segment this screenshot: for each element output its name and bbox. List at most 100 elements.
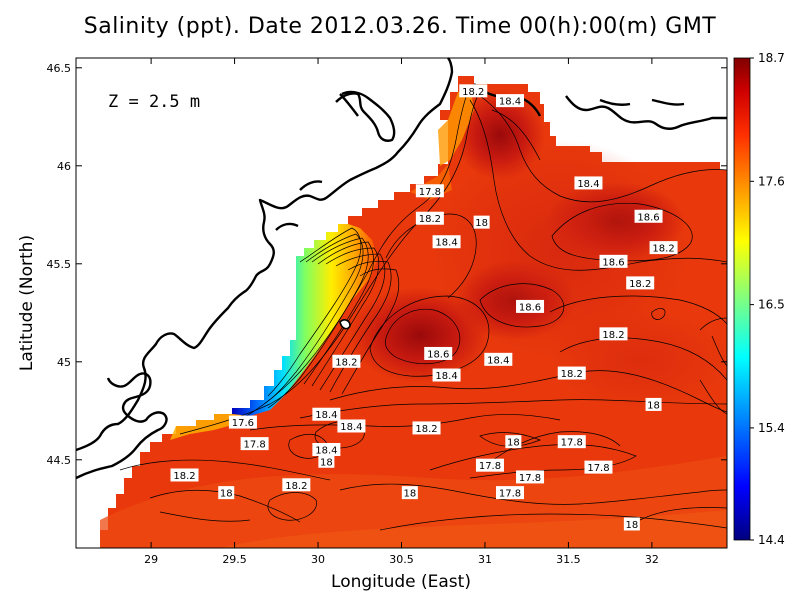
- contour-label-text: 18.2: [629, 279, 651, 290]
- contour-label-text: 18.4: [340, 422, 362, 433]
- river-plume: [232, 224, 378, 416]
- contour-label: 17.8: [557, 435, 586, 449]
- contour-label-text: 18.6: [602, 257, 624, 268]
- contour-label: 18.4: [496, 94, 524, 108]
- y-tick-label: 44.5: [47, 454, 72, 467]
- contour-label: 17.8: [475, 458, 504, 472]
- contour-label-text: 17.8: [419, 187, 441, 198]
- contour-lines: [119, 85, 727, 531]
- contour-label: 18.2: [459, 84, 488, 98]
- contour-label-text: 18.4: [487, 355, 509, 366]
- contour-label-background: [218, 486, 235, 500]
- contour-label-background: [415, 211, 444, 225]
- contour-label-background: [574, 176, 603, 190]
- contour-label-text: 17.8: [561, 438, 583, 449]
- contour-label: 18.2: [282, 478, 311, 492]
- salinity-field: [100, 76, 727, 548]
- contour-label-background: [557, 366, 586, 380]
- contour-label: 18.2: [412, 421, 441, 435]
- contour-label-text: 18.2: [561, 369, 583, 380]
- contour-label: 18.6: [634, 209, 663, 223]
- contour-label-text: 18.4: [315, 410, 337, 421]
- x-tick-label: 31: [478, 553, 492, 566]
- y-tick-label: 45: [57, 356, 71, 369]
- contour-label-text: 17.6: [232, 418, 254, 429]
- contour-label: 18.4: [574, 176, 603, 190]
- contour-label: 18: [401, 486, 418, 500]
- x-tick-label: 29: [144, 553, 158, 566]
- contour-label-background: [459, 84, 488, 98]
- contour-label-text: 17.8: [519, 473, 541, 484]
- contour-label-background: [432, 235, 461, 249]
- y-tick-label: 46: [57, 160, 71, 173]
- colorbar-tick-label: 17.6: [758, 174, 785, 188]
- y-axis-ticks: 44.5 45 45.5 46 46.5: [47, 62, 727, 467]
- contour-label-text: 18.4: [435, 238, 457, 249]
- contour-label: 18: [218, 486, 235, 500]
- contour-label: 18.4: [337, 419, 366, 433]
- contour-label-background: [557, 435, 586, 449]
- contour-label-background: [401, 486, 418, 500]
- contour-label-background: [282, 478, 311, 492]
- south-strip: [220, 510, 727, 548]
- contour-label: 18: [318, 454, 335, 468]
- contour-label-text: 18: [403, 489, 416, 500]
- contour-label-background: [599, 327, 628, 341]
- x-axis-label: Longitude (East): [331, 572, 471, 592]
- contour-label: 18: [505, 435, 522, 449]
- contour-label: 18.2: [626, 276, 655, 290]
- contour-label-text: 18.4: [499, 97, 521, 108]
- coastline: [75, 57, 727, 480]
- contour-label-background: [318, 454, 335, 468]
- x-tick-label: 29.5: [222, 553, 247, 566]
- contour-label-background: [516, 299, 545, 313]
- contour-label-background: [170, 468, 199, 482]
- contour-label-background: [475, 458, 504, 472]
- depth-label: Z = 2.5 m: [108, 92, 200, 112]
- core-mid-2: [550, 310, 727, 410]
- contour-label-text: 18.2: [462, 87, 484, 98]
- contour-label-background: [484, 352, 513, 366]
- contour-label-background: [415, 184, 444, 198]
- contour-label-background: [432, 368, 461, 382]
- contour-label-text: 18.2: [335, 357, 357, 368]
- contour-label: 18.4: [432, 368, 461, 382]
- contour-label-background: [312, 407, 341, 421]
- contour-label: 18.2: [415, 211, 444, 225]
- contour-label-background: [312, 443, 341, 456]
- contour-label-text: 18.2: [652, 244, 674, 255]
- contour-label: 18.2: [170, 468, 199, 482]
- colorbar-ticks: 18.7 17.6 16.5 15.4 14.4: [750, 51, 785, 547]
- contour-label-text: 17.8: [499, 489, 521, 500]
- contour-label: 17.6: [228, 415, 257, 429]
- contour-label: 18.4: [312, 443, 341, 457]
- contour-label-text: 18.4: [577, 179, 599, 190]
- contour-label: 18.2: [599, 327, 628, 341]
- contour-label-text: 18.4: [315, 446, 337, 457]
- contour-label: 18.4: [484, 352, 513, 366]
- contour-label-background: [505, 435, 522, 449]
- contour-label-background: [424, 346, 453, 360]
- contour-label: 18.4: [432, 235, 461, 249]
- contour-label: 18: [645, 397, 662, 411]
- island: [339, 319, 351, 330]
- contour-label-background: [228, 415, 257, 429]
- contour-label-text: 17.8: [587, 463, 609, 474]
- contour-label-text: 18: [507, 438, 520, 449]
- colorbar: [733, 57, 751, 541]
- core-mid-1: [430, 140, 690, 360]
- contour-label: 18.6: [516, 299, 545, 313]
- contour-label-text: 17.8: [479, 461, 501, 472]
- colorbar-tick-label: 18.7: [758, 51, 785, 65]
- contour-label: 18: [623, 517, 640, 531]
- contour-label-text: 18.6: [519, 302, 541, 313]
- contour-label-text: 18.2: [602, 330, 624, 341]
- x-tick-label: 30: [311, 553, 325, 566]
- colorbar-tick-label: 15.4: [758, 421, 785, 435]
- contour-label-text: 18: [220, 489, 233, 500]
- contour-label: 18.6: [424, 346, 453, 360]
- map-title: Salinity (ppt). Date 2012.03.26. Time 00…: [83, 14, 717, 39]
- y-tick-label: 46.5: [47, 62, 72, 75]
- colorbar-tick-label: 16.5: [758, 298, 785, 312]
